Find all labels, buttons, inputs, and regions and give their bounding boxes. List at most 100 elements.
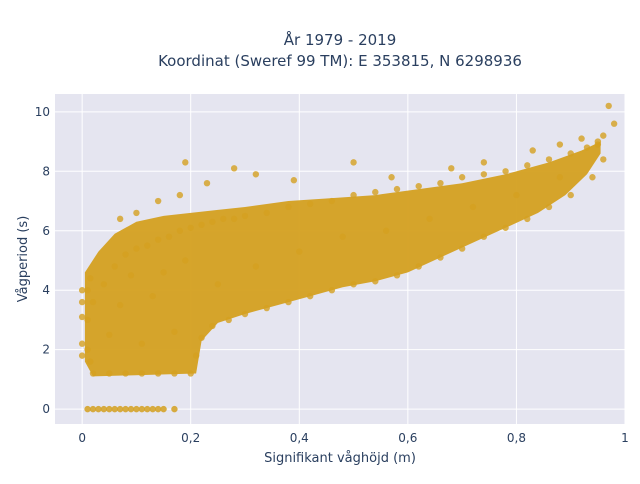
data-point (176, 191, 184, 199)
data-point (513, 191, 520, 199)
data-point (388, 174, 395, 181)
data-point-zero (138, 405, 146, 413)
y-tick-label: 0 (42, 402, 50, 416)
data-point-zero (89, 405, 97, 413)
data-point (116, 301, 124, 309)
data-point (138, 340, 146, 347)
data-point (382, 227, 390, 234)
data-point (78, 313, 86, 321)
data-point (241, 310, 249, 318)
data-point (87, 275, 94, 282)
x-tick-label: 0,4 (290, 431, 309, 445)
y-tick-label: 8 (42, 164, 50, 178)
data-point (480, 233, 488, 240)
data-point (84, 316, 91, 324)
data-point-zero (111, 405, 118, 413)
x-tick-label: 0,8 (507, 431, 526, 445)
data-point (480, 159, 488, 166)
data-point (290, 177, 298, 184)
data-point (171, 328, 178, 336)
data-point (502, 168, 509, 175)
data-point (116, 215, 124, 223)
data-point (198, 334, 205, 341)
data-point (529, 147, 536, 154)
data-point (589, 174, 596, 181)
data-point (89, 370, 97, 377)
data-point (480, 171, 488, 178)
data-point (583, 144, 591, 151)
data-point (296, 248, 303, 255)
data-point (187, 370, 194, 377)
y-tick-label: 4 (42, 283, 50, 297)
y-axis-ticks: 0 2 4 6 8 10 (35, 105, 50, 416)
data-point (393, 272, 401, 279)
data-point (100, 281, 108, 288)
data-point (198, 221, 205, 229)
y-tick-label: 2 (42, 343, 50, 357)
data-point (187, 224, 194, 231)
data-point (78, 287, 86, 294)
data-point (415, 182, 422, 190)
chart-title: År 1979 - 2019 Koordinat (Sweref 99 TM):… (158, 30, 522, 70)
data-point (437, 179, 444, 187)
data-point (393, 185, 401, 193)
data-point (285, 203, 292, 211)
data-point (263, 304, 270, 312)
data-point (458, 245, 466, 252)
data-point (415, 263, 422, 270)
data-point (437, 254, 444, 261)
data-point (182, 159, 189, 166)
data-point (225, 316, 232, 324)
x-tick-label: 0 (78, 431, 86, 445)
data-point (138, 370, 146, 377)
point-cloud-density (84, 141, 601, 377)
data-point-zero (144, 405, 151, 413)
data-point (594, 141, 602, 148)
data-point (567, 150, 574, 157)
data-point (230, 165, 238, 172)
x-tick-label: 0,6 (398, 431, 417, 445)
data-point-zero (95, 405, 102, 413)
data-point (328, 287, 336, 294)
data-point (122, 251, 129, 258)
data-point-zero (133, 405, 140, 413)
data-point (160, 269, 167, 276)
data-point (350, 159, 357, 166)
data-point (209, 322, 216, 330)
data-point (524, 162, 531, 169)
data-point (241, 212, 249, 220)
data-point (106, 370, 113, 377)
data-point (78, 298, 86, 306)
data-point (469, 203, 477, 211)
data-point (154, 197, 162, 205)
data-point (133, 245, 140, 252)
data-point (176, 227, 184, 234)
data-point (84, 287, 91, 294)
data-point (214, 281, 222, 288)
data-point (610, 120, 618, 127)
data-point (89, 298, 97, 306)
data-point (339, 233, 346, 240)
data-point (605, 102, 612, 110)
data-point (567, 191, 574, 199)
data-point (372, 278, 379, 285)
data-point (84, 346, 91, 353)
data-point (203, 179, 211, 187)
data-point (545, 203, 553, 211)
data-point (426, 215, 433, 223)
data-point (252, 263, 260, 270)
data-point (133, 209, 140, 217)
data-point (285, 298, 292, 306)
data-point (372, 188, 379, 196)
data-point-zero (100, 405, 108, 413)
data-point (171, 370, 178, 377)
data-point (127, 272, 135, 279)
data-point-zero (127, 405, 135, 413)
data-point (154, 236, 162, 243)
data-point (556, 174, 564, 181)
data-point-zero (116, 405, 124, 413)
x-axis-ticks: 0 0,2 0,4 0,6 0,8 1 (78, 431, 628, 445)
data-point-zero (84, 405, 91, 413)
y-axis-title: Vågperiod (s) (16, 216, 31, 303)
